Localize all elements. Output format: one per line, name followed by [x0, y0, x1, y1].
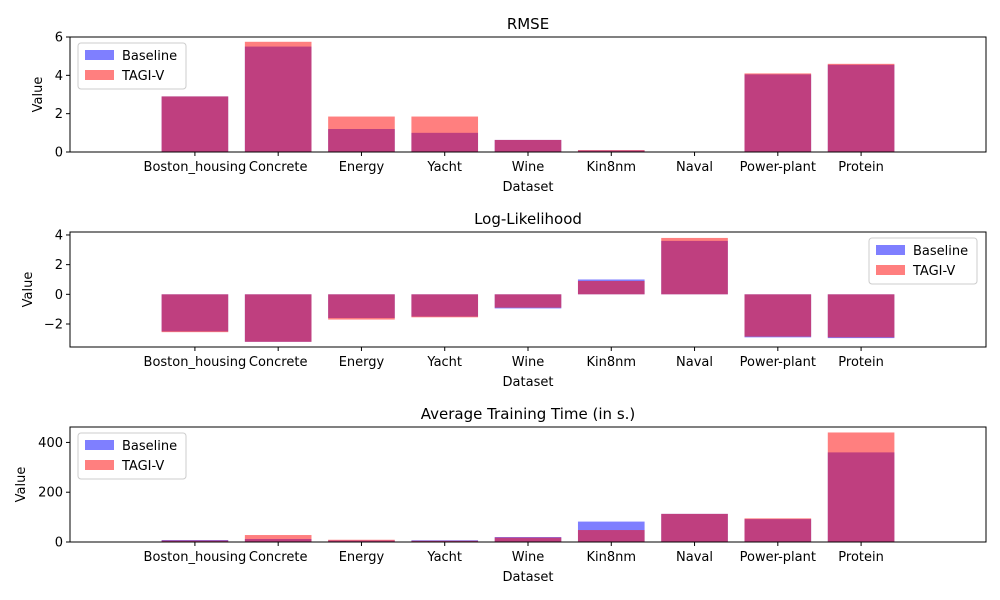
y-tick-label: 0 [55, 288, 63, 303]
x-tick-label: Kin8nm [586, 355, 636, 370]
bar-tagi-v-concrete [244, 41, 312, 152]
bar-tagi-v-wine [494, 537, 562, 542]
y-tick-label: 200 [38, 486, 63, 501]
x-tick-label: Kin8nm [586, 550, 636, 565]
legend-label: TAGI-V [121, 69, 164, 84]
bar-tagi-v-energy [328, 116, 395, 152]
x-tick-label: Boston_housing [144, 550, 247, 565]
bar-tagi-v-boston-housing [161, 294, 229, 333]
bar-tagi-v-power-plant [744, 73, 812, 152]
legend-swatch [85, 70, 114, 80]
bar-tagi-v-kin8nm [577, 150, 645, 152]
x-tick-label: Protein [838, 160, 884, 175]
bar-tagi-v-power-plant [744, 518, 812, 542]
y-tick-label: 2 [55, 258, 63, 273]
bar-tagi-v-wine [494, 294, 562, 308]
y-tick-label: 6 [55, 31, 63, 46]
x-tick-label: Boston_housing [144, 355, 247, 370]
y-tick-label: 2 [55, 107, 63, 122]
legend-swatch [876, 245, 905, 255]
legend-swatch [85, 460, 114, 470]
x-tick-label: Concrete [249, 355, 308, 370]
bar-tagi-v-boston-housing [161, 540, 229, 542]
y-tick-label: 0 [55, 146, 63, 161]
bar-tagi-v-concrete [244, 294, 312, 342]
bar-tagi-v-protein [827, 63, 895, 153]
y-tick-label: 400 [38, 436, 63, 451]
legend: Baseline TAGI-V [77, 432, 187, 480]
bar-tagi-v-power-plant [744, 294, 812, 337]
y-tick-label: 4 [55, 69, 63, 84]
x-tick-label: Concrete [249, 550, 308, 565]
chart-panel-0: 0 2 4 6 Boston_housing Concrete Energy Yacht Win… [31, 15, 987, 195]
legend-label: Baseline [913, 244, 968, 259]
legend: Baseline TAGI-V [77, 42, 187, 90]
chart-panel-2: 0 200 400 Boston_housing Concrete Energy Yacht… [14, 405, 987, 585]
bar-tagi-v-boston-housing [161, 96, 229, 152]
bar-tagi-v-energy [328, 294, 395, 320]
x-axis-label: Dataset [503, 375, 554, 390]
x-axis-label: Dataset [503, 180, 554, 195]
bar-tagi-v-energy [328, 539, 395, 542]
bar-tagi-v-naval [661, 513, 728, 542]
x-tick-label: Energy [339, 160, 385, 175]
legend-swatch [876, 265, 905, 275]
bar-tagi-v-wine [494, 139, 562, 152]
legend-swatch [85, 50, 114, 60]
x-tick-label: Yacht [426, 550, 462, 565]
x-tick-label: Wine [512, 355, 544, 370]
chart-title: RMSE [507, 15, 549, 33]
x-tick-label: Naval [676, 355, 713, 370]
x-tick-label: Yacht [426, 160, 462, 175]
y-tick-label: −2 [44, 318, 63, 333]
y-axis-label: Value [14, 467, 29, 503]
bar-tagi-v-naval [661, 237, 728, 295]
legend-swatch [85, 440, 114, 450]
x-tick-label: Wine [512, 550, 544, 565]
x-tick-label: Boston_housing [144, 160, 247, 175]
chart-panel-1: −2 0 2 4 Boston_housing Concrete Energy Yacht Wi… [21, 210, 987, 390]
y-axis-label: Value [21, 272, 36, 308]
chart-title: Log-Likelihood [474, 210, 582, 228]
x-tick-label: Protein [838, 355, 884, 370]
bar-tagi-v-yacht [411, 540, 479, 542]
x-tick-label: Naval [676, 160, 713, 175]
x-tick-label: Power-plant [740, 355, 816, 370]
bar-tagi-v-protein [827, 294, 895, 338]
y-tick-label: 4 [55, 228, 63, 243]
legend: Baseline TAGI-V [868, 237, 978, 285]
chart-title: Average Training Time (in s.) [421, 405, 636, 423]
x-tick-label: Naval [676, 550, 713, 565]
x-tick-label: Power-plant [740, 550, 816, 565]
bar-tagi-v-kin8nm [577, 530, 645, 542]
bar-tagi-v-concrete [244, 535, 312, 542]
x-tick-label: Power-plant [740, 160, 816, 175]
legend-label: TAGI-V [912, 264, 955, 279]
x-tick-label: Wine [512, 160, 544, 175]
x-tick-label: Energy [339, 355, 385, 370]
legend-label: TAGI-V [121, 459, 164, 474]
x-tick-label: Kin8nm [586, 160, 636, 175]
bar-tagi-v-yacht [411, 116, 479, 152]
legend-label: Baseline [122, 439, 177, 454]
x-axis-label: Dataset [503, 570, 554, 585]
legend-label: Baseline [122, 49, 177, 64]
bar-tagi-v-kin8nm [577, 280, 645, 295]
x-tick-label: Energy [339, 550, 385, 565]
x-tick-label: Concrete [249, 160, 308, 175]
bar-tagi-v-yacht [411, 294, 479, 318]
y-tick-label: 0 [55, 536, 63, 551]
bar-tagi-v-protein [827, 432, 895, 542]
x-tick-label: Yacht [426, 355, 462, 370]
y-axis-label: Value [31, 77, 46, 113]
x-tick-label: Protein [838, 550, 884, 565]
